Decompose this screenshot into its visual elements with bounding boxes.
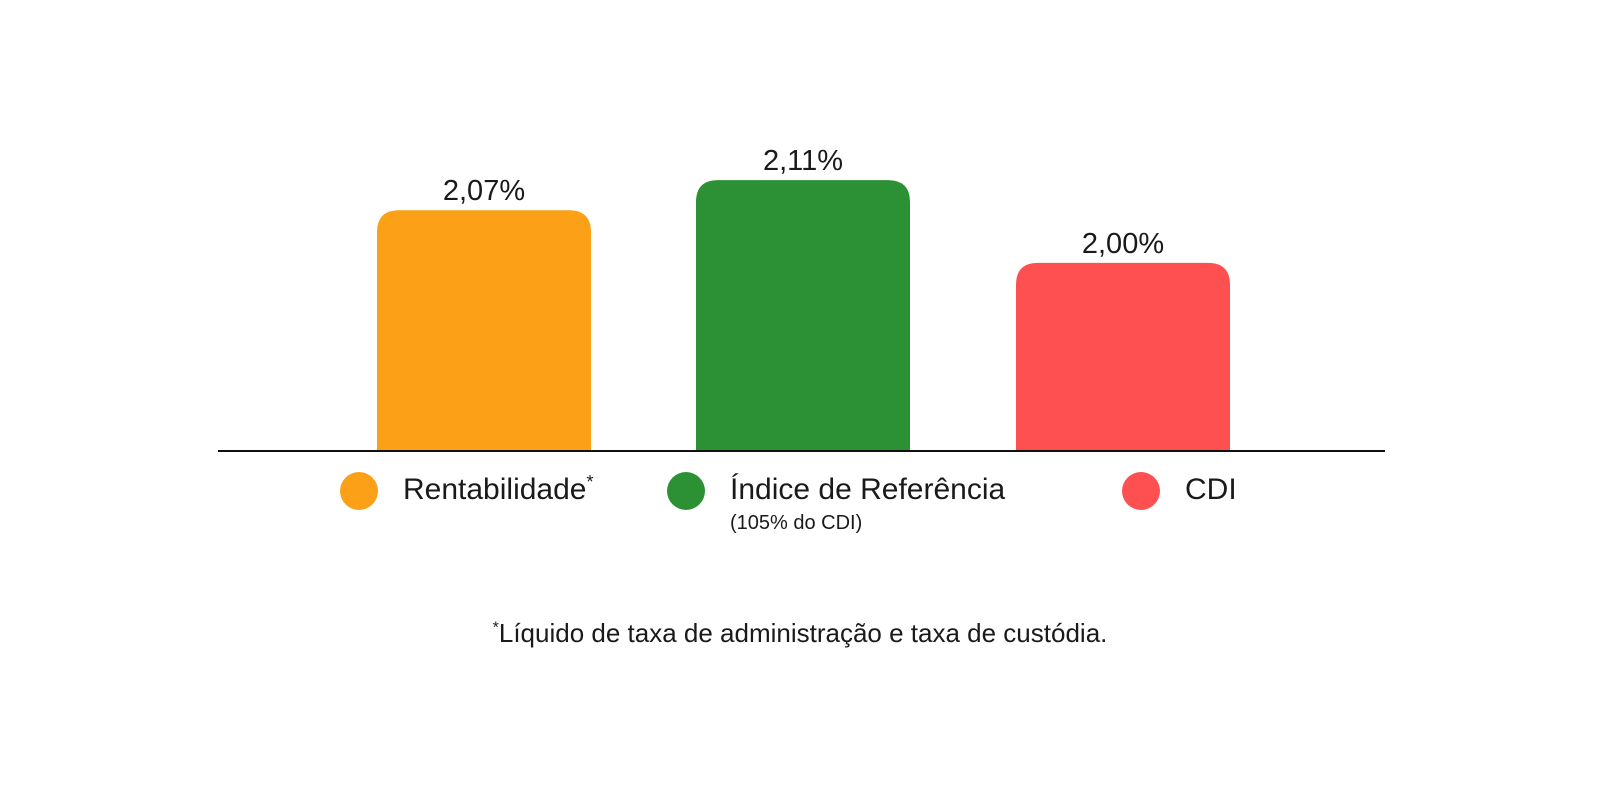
value-label-2: 2,11%	[763, 145, 843, 177]
legend-dot-cdi	[1122, 472, 1160, 510]
footnote: *Líquido de taxa de administração e taxa…	[0, 618, 1600, 649]
value-label-3: 2,00%	[1082, 228, 1164, 260]
legend-label-cdi: CDI	[1185, 473, 1237, 506]
bar-3	[1016, 262, 1230, 451]
legend-item-indice-referencia: Índice de Referência (105% do CDI)	[667, 468, 1005, 534]
legend-item-cdi: CDI	[1122, 468, 1237, 512]
legend-note-indice-referencia: (105% do CDI)	[730, 512, 863, 534]
legend-dot-rentabilidade	[340, 472, 378, 510]
value-label-1: 2,07%	[443, 175, 525, 207]
legend-label-text: Rentabilidade	[403, 473, 587, 506]
legend-item-rentabilidade: Rentabilidade*	[340, 468, 594, 512]
legend-label-rentabilidade: Rentabilidade*	[403, 468, 594, 512]
footnote-mark: *	[586, 472, 594, 492]
legend-text: Índice de Referência (105% do CDI)	[730, 468, 1005, 534]
legend-label-indice-referencia: Índice de Referência	[730, 473, 1006, 506]
bar-1	[377, 210, 591, 451]
bar-2	[696, 180, 910, 451]
legend-text: CDI	[1185, 468, 1237, 512]
footnote-mark: *	[492, 619, 499, 637]
legend: Rentabilidade* Índice de Referência (105…	[0, 468, 1600, 538]
value-labels-group: 2,07% 2,11% 2,00%	[443, 145, 1164, 260]
bars-group	[377, 180, 1230, 451]
legend-dot-indice-referencia	[667, 472, 705, 510]
footnote-text: Líquido de taxa de administração e taxa …	[498, 618, 1108, 648]
legend-text: Rentabilidade*	[403, 468, 594, 512]
